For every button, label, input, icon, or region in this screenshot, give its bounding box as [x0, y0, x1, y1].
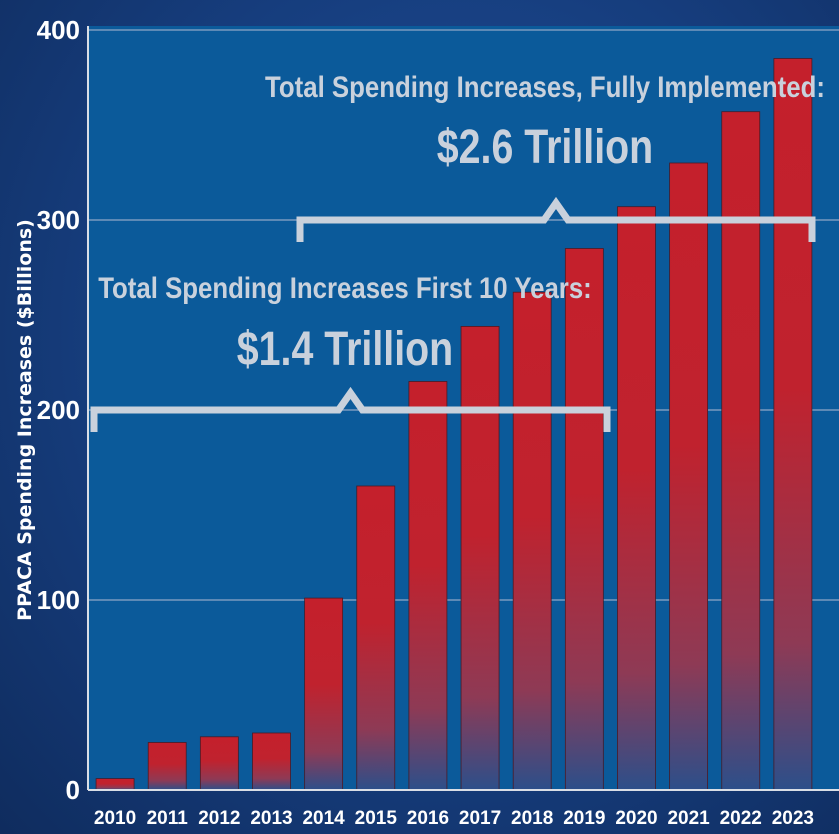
x-tick-label: 2021: [667, 808, 710, 829]
x-tick-label: 2010: [94, 808, 136, 829]
x-tick-label: 2018: [511, 808, 553, 829]
y-axis-label: PPACA Spending Increases ($Billions): [14, 219, 36, 621]
x-tick-label: 2014: [302, 808, 345, 829]
bar-2014: [304, 597, 344, 791]
annotation-label: Total Spending Increases First 10 Years:: [98, 271, 592, 304]
bar-2015: [356, 485, 396, 791]
bar-2019: [564, 248, 604, 791]
bar-2021: [669, 162, 709, 791]
x-tick-label: 2011: [147, 808, 189, 829]
bar-2018: [512, 291, 552, 791]
bar-2023: [773, 58, 813, 791]
x-tick-label: 2022: [720, 808, 762, 829]
x-tick-label: 2012: [198, 808, 240, 829]
x-tick-label: 2016: [407, 808, 449, 829]
bar-2020: [617, 206, 656, 791]
annotation-bracket: [296, 196, 816, 242]
x-tick-label: 2013: [250, 808, 292, 829]
bar-2017: [460, 325, 500, 791]
y-tick-label: 200: [37, 395, 80, 425]
y-tick-label: 300: [37, 205, 80, 235]
x-tick-label: 2019: [563, 808, 605, 829]
y-tick-label: 0: [66, 775, 80, 805]
x-tick-label: 2023: [772, 808, 814, 829]
x-tick-labels: 2010 2011 2012 2013 2014 2015 2016 2017 2018 2019…: [94, 808, 814, 829]
annotation-value: $1.4 Trillion: [237, 322, 453, 376]
annotation-bracket: [90, 386, 611, 432]
bar-2013: [252, 732, 291, 791]
x-tick-label: 2017: [459, 808, 501, 829]
annotations: Total Spending Increases, Fully Implemen…: [90, 70, 825, 432]
bar-2012: [199, 736, 239, 791]
y-tick-labels: 0 100 200 300 400: [37, 15, 80, 805]
bar-2010: [95, 778, 135, 791]
x-tick-label: 2015: [355, 808, 398, 829]
y-tick-label: 100: [37, 585, 80, 615]
y-tick-label: 400: [37, 15, 80, 45]
bar-2022: [721, 111, 761, 791]
bars: [95, 58, 813, 791]
annotation-label: Total Spending Increases, Fully Implemen…: [265, 70, 825, 103]
annotation-value: $2.6 Trillion: [437, 120, 653, 174]
bar-2011: [147, 742, 187, 791]
bar-2016: [408, 381, 448, 791]
x-tick-label: 2020: [615, 808, 657, 829]
